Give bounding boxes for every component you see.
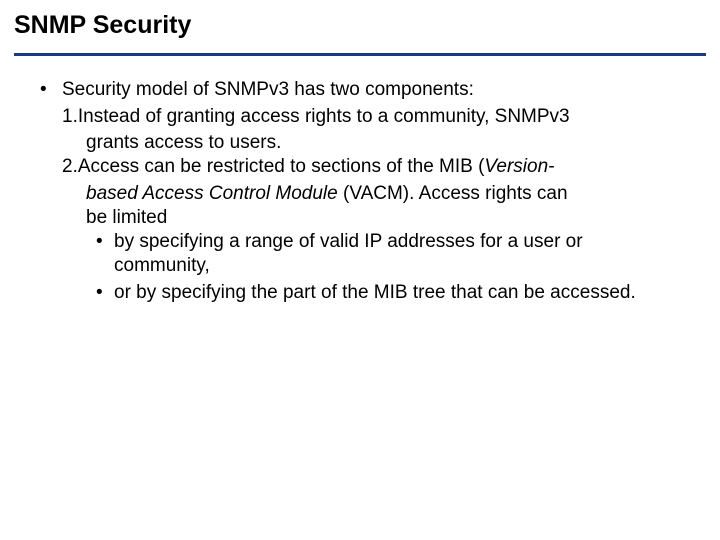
numbered-text: Instead of granting access rights to a c…: [78, 105, 680, 129]
text-run: Access can be restricted to sections of …: [78, 156, 485, 177]
content-area: • Security model of SNMPv3 has two compo…: [0, 56, 720, 305]
slide: SNMP Security • Security model of SNMPv3…: [0, 0, 720, 540]
bullet-lvl2: • by specifying a range of valid IP addr…: [96, 230, 680, 279]
numbered-item-2-cont-a: based Access Control Module (VACM). Acce…: [62, 182, 680, 206]
numbered-item-2: 2. Access can be restricted to sections …: [62, 155, 680, 179]
numbered-text: Access can be restricted to sections of …: [78, 155, 680, 179]
italic-run: Version-: [484, 156, 554, 177]
title-area: SNMP Security: [0, 0, 720, 47]
numbered-label: 1.: [62, 105, 78, 129]
numbered-item-1: 1. Instead of granting access rights to …: [62, 105, 680, 129]
bullet-text: or by specifying the part of the MIB tre…: [114, 281, 680, 305]
numbered-label: 2.: [62, 155, 78, 179]
bullet-glyph: •: [96, 230, 114, 279]
bullet-text: by specifying a range of valid IP addres…: [114, 230, 680, 279]
bullet-glyph: •: [96, 281, 114, 305]
numbered-item-1-cont: grants access to users.: [62, 131, 680, 155]
bullet-glyph: •: [40, 78, 62, 102]
bullet-lvl1: • Security model of SNMPv3 has two compo…: [40, 78, 680, 102]
numbered-item-2-cont-b: be limited: [62, 206, 680, 230]
slide-title: SNMP Security: [14, 10, 706, 41]
text-run: (VACM). Access rights can: [338, 183, 568, 204]
italic-run: based Access Control Module: [86, 183, 338, 204]
bullet-lvl2: • or by specifying the part of the MIB t…: [96, 281, 680, 305]
bullet-text: Security model of SNMPv3 has two compone…: [62, 78, 680, 102]
